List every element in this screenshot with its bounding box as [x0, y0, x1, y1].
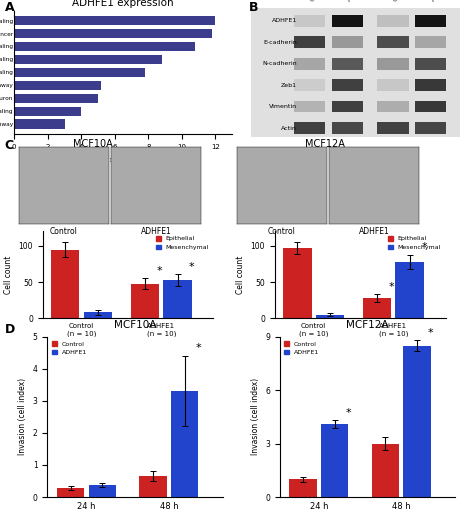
Bar [415, 79, 446, 91]
Bar [83, 312, 112, 318]
Text: *: * [196, 343, 201, 353]
Bar [294, 36, 325, 48]
Bar [289, 479, 317, 497]
Bar [139, 476, 167, 497]
Bar [89, 485, 116, 497]
Text: Actin: Actin [281, 126, 297, 130]
Bar [415, 36, 446, 48]
Bar [331, 15, 363, 27]
Legend: Epithelial, Mesenchymal: Epithelial, Mesenchymal [155, 235, 210, 251]
Title: ADHFE1 expression: ADHFE1 expression [73, 0, 174, 8]
Bar [415, 123, 446, 134]
Text: *: * [428, 328, 434, 338]
Legend: Control, ADHFE1: Control, ADHFE1 [283, 340, 320, 357]
Text: Control: Control [268, 227, 296, 236]
Text: *: * [346, 408, 351, 418]
Bar [14, 94, 98, 103]
Text: Zeb1: Zeb1 [281, 83, 297, 88]
Bar [377, 15, 409, 27]
Bar [415, 101, 446, 113]
Text: *: * [389, 282, 394, 292]
Text: MCF12A: MCF12A [305, 139, 345, 149]
Text: B: B [249, 1, 258, 14]
Bar [14, 16, 216, 25]
Text: Control: Control [50, 227, 78, 236]
Bar [395, 262, 424, 318]
Bar [331, 58, 363, 69]
Text: N-cadherin: N-cadherin [263, 61, 297, 66]
Bar [377, 79, 409, 91]
Bar [130, 284, 159, 318]
Y-axis label: Cell count: Cell count [236, 256, 245, 294]
Text: ADHFE1: ADHFE1 [272, 18, 297, 23]
Text: Control: Control [393, 0, 410, 3]
Text: ADHFE1: ADHFE1 [359, 227, 390, 236]
Bar [377, 123, 409, 134]
Bar [14, 119, 64, 128]
Bar [415, 15, 446, 27]
Bar [14, 29, 212, 38]
Bar [331, 123, 363, 134]
Bar [331, 79, 363, 91]
Text: E-cadherin: E-cadherin [264, 40, 297, 45]
Y-axis label: Invasion (cell index): Invasion (cell index) [18, 378, 27, 456]
Bar [294, 15, 325, 27]
Text: *: * [421, 242, 427, 252]
Text: C: C [5, 139, 14, 153]
Bar [331, 101, 363, 113]
Bar [14, 55, 162, 64]
Text: *: * [156, 266, 162, 276]
Text: ADHFE1: ADHFE1 [430, 0, 448, 3]
X-axis label: -log₁₀ (P value): -log₁₀ (P value) [95, 155, 152, 165]
Bar [372, 443, 399, 497]
Text: ADHFE1: ADHFE1 [347, 0, 365, 3]
Text: *: * [189, 262, 195, 272]
Text: A: A [5, 1, 14, 14]
Y-axis label: Invasion (cell index): Invasion (cell index) [250, 378, 259, 456]
Bar [14, 107, 82, 116]
Bar [363, 298, 392, 318]
Bar [294, 58, 325, 69]
Bar [415, 58, 446, 69]
Title: MCF12A: MCF12A [346, 320, 389, 330]
Title: MCF10A: MCF10A [114, 320, 156, 330]
Text: MCF10A: MCF10A [73, 139, 112, 149]
Bar [377, 36, 409, 48]
Bar [14, 68, 145, 77]
Bar [14, 42, 195, 51]
Bar [294, 79, 325, 91]
Y-axis label: Cell count: Cell count [4, 256, 13, 294]
Bar [294, 101, 325, 113]
Text: Vimentin: Vimentin [269, 104, 297, 109]
Text: D: D [5, 323, 15, 337]
Bar [316, 315, 345, 318]
Legend: Epithelial, Mesenchymal: Epithelial, Mesenchymal [387, 235, 442, 251]
Bar [283, 248, 312, 318]
Bar [331, 36, 363, 48]
Bar [377, 58, 409, 69]
Bar [171, 391, 199, 497]
Bar [403, 346, 431, 497]
Bar [321, 424, 348, 497]
Text: Control: Control [310, 0, 326, 3]
Bar [51, 249, 80, 318]
Bar [57, 488, 84, 497]
Bar [294, 123, 325, 134]
Bar [377, 101, 409, 113]
Bar [14, 80, 101, 90]
Legend: Control, ADHFE1: Control, ADHFE1 [51, 340, 88, 357]
Bar [163, 280, 192, 318]
Text: ADHFE1: ADHFE1 [141, 227, 172, 236]
